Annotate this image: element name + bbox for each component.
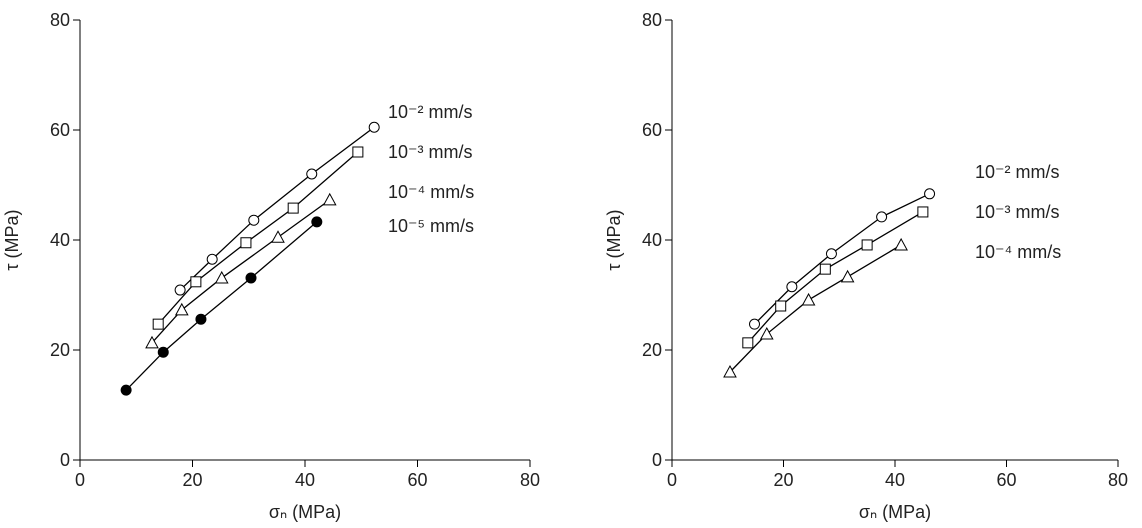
y-tick-label: 0 [60,450,70,470]
y-tick-label: 20 [50,340,70,360]
marker [894,237,908,251]
series-label: 10⁻³ mm/s [388,142,473,162]
series-label: 10⁻³ mm/s [975,202,1060,222]
marker [742,337,754,349]
marker [214,270,229,284]
series-line [179,126,375,291]
y-tick-label: 40 [50,230,70,250]
y-tick-label: 60 [642,120,662,140]
x-tick-label: 20 [182,470,202,490]
marker [152,318,164,330]
marker [759,327,774,340]
marker [248,214,260,226]
series-line [151,199,331,344]
x-tick-label: 80 [1108,470,1128,490]
marker [240,237,252,249]
series-label: 10⁻⁴ mm/s [388,182,474,202]
y-axis-label: τ (MPa) [604,209,624,270]
y-tick-label: 40 [642,230,662,250]
x-tick-label: 0 [75,470,85,490]
marker [174,284,186,296]
x-tick-label: 60 [996,470,1016,490]
x-axis-label: σₙ (MPa) [269,502,341,522]
marker [368,121,380,133]
marker [352,146,364,158]
marker [819,263,831,275]
series-line [729,244,902,373]
marker [876,211,888,223]
x-tick-label: 40 [885,470,905,490]
marker [322,192,337,206]
marker [174,302,189,316]
series-label: 10⁻² mm/s [388,102,473,122]
series-line [747,211,924,344]
series-line [157,151,359,325]
marker [120,384,132,396]
x-tick-label: 40 [295,470,315,490]
marker [145,335,159,349]
x-axis-label: σₙ (MPa) [859,502,931,522]
y-tick-label: 0 [652,450,662,470]
series-label: 10⁻⁵ mm/s [388,216,474,236]
y-tick-label: 80 [50,10,70,30]
marker [206,253,218,265]
marker [195,313,207,325]
y-tick-label: 60 [50,120,70,140]
x-tick-label: 0 [667,470,677,490]
y-axis-label: τ (MPa) [2,209,22,270]
marker [917,206,929,218]
marker [749,318,761,330]
marker [271,230,285,243]
marker [861,239,873,251]
marker [801,292,816,306]
marker [786,281,798,293]
y-tick-label: 20 [642,340,662,360]
marker [157,346,169,358]
marker [287,202,299,214]
y-tick-label: 80 [642,10,662,30]
marker [245,272,257,284]
marker [190,276,202,288]
x-tick-label: 20 [773,470,793,490]
series-line [125,221,318,391]
marker [775,300,787,312]
marker [924,188,936,200]
marker [723,364,737,378]
marker [306,168,318,180]
series-label: 10⁻⁴ mm/s [975,242,1061,262]
series-label: 10⁻² mm/s [975,162,1060,182]
marker [825,248,837,260]
marker [840,269,855,283]
x-tick-label: 80 [520,470,540,490]
marker [311,216,323,228]
x-tick-label: 60 [407,470,427,490]
